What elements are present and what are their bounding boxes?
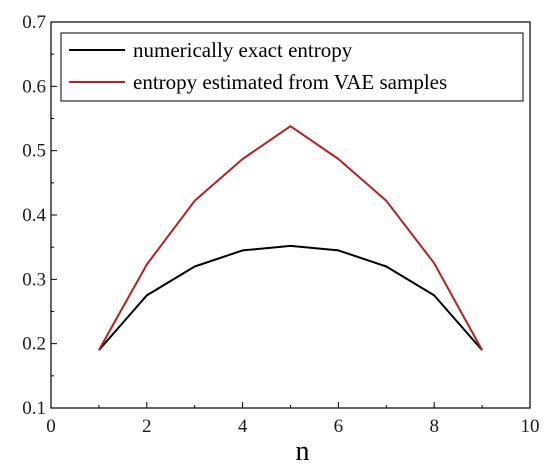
legend: numerically exact entropy entropy estimat… (60, 32, 524, 102)
series-line-2 (98, 125, 483, 351)
y-tick-label: 0.6 (22, 76, 46, 97)
legend-label-1: numerically exact entropy (133, 38, 353, 62)
x-tick-label: 6 (334, 416, 344, 437)
y-tick-label: 0.7 (22, 12, 46, 33)
y-tick-label: 0.5 (22, 141, 46, 162)
ticks (50, 21, 531, 409)
x-tick-label: 0 (46, 416, 56, 437)
y-tick-label: 0.3 (22, 269, 46, 290)
x-tick-label: 2 (142, 416, 152, 437)
y-tick-label: 0.1 (22, 398, 46, 419)
x-tick-label: 8 (429, 416, 439, 437)
tick-labels: 0 2 4 6 8 10 0.1 0.2 0.3 0.4 0.5 0.6 0.7 (22, 12, 539, 437)
legend-label-2: entropy estimated from VAE samples (133, 70, 447, 94)
x-axis-title: n (296, 436, 310, 467)
x-tick-label: 4 (238, 416, 248, 437)
x-tick-label: 10 (521, 416, 540, 437)
series-lines (98, 125, 483, 351)
legend-box (60, 32, 524, 102)
y-tick-label: 0.2 (22, 334, 46, 355)
y-tick-label: 0.4 (22, 205, 46, 226)
series-line-1 (98, 244, 483, 351)
